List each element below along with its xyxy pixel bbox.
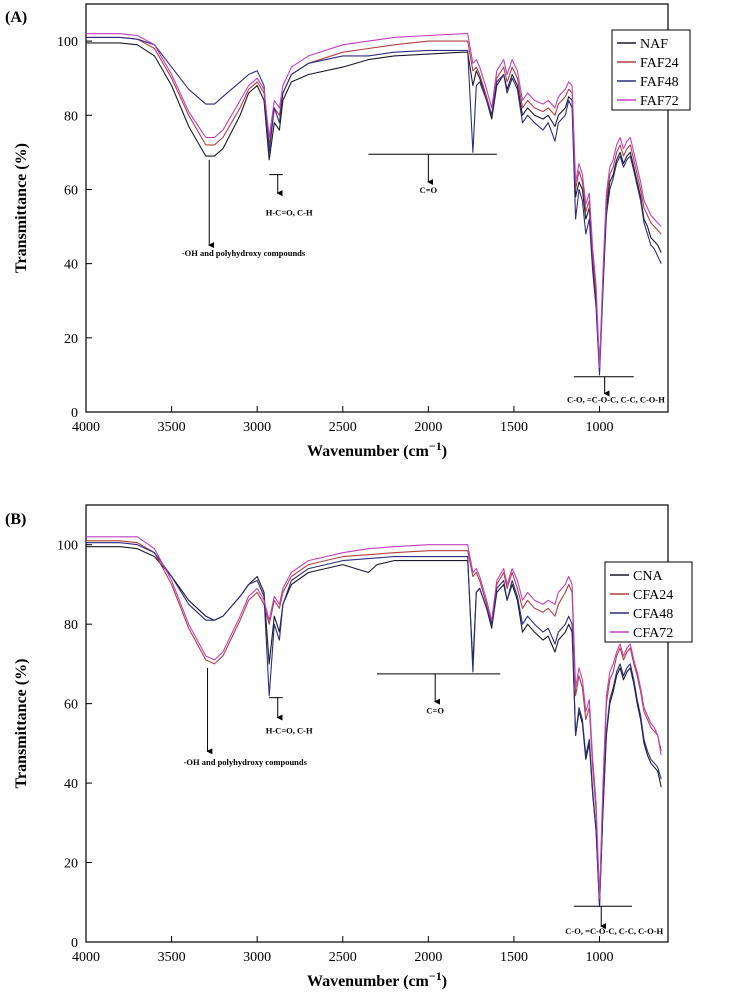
y-tick-label: 0 xyxy=(71,406,78,421)
y-tick-label: 0 xyxy=(71,936,78,951)
series-line-cfa24 xyxy=(86,540,662,903)
annotation-label: H-C=O, C-H xyxy=(266,725,313,735)
x-tick-label: 4000 xyxy=(72,950,100,965)
legend-label-naf: NAF xyxy=(640,37,668,52)
y-axis-title: Transmittance (%) xyxy=(13,659,30,789)
legend-label-cfa48: CFA48 xyxy=(633,607,673,622)
series-line-faf24 xyxy=(86,36,662,372)
series-line-cfa72 xyxy=(86,536,662,899)
x-tick-label: 3000 xyxy=(243,420,271,435)
legend-label-faf24: FAF24 xyxy=(640,56,679,71)
annotation-label: C=O xyxy=(426,706,444,716)
panel-label: (B) xyxy=(5,511,26,528)
y-tick-label: 60 xyxy=(64,698,78,713)
series-line-cna xyxy=(86,546,662,907)
x-tick-label: 3500 xyxy=(158,950,186,965)
y-axis-title: Transmittance (%) xyxy=(13,143,30,273)
y-tick-label: 100 xyxy=(57,539,78,554)
x-tick-label: 2500 xyxy=(329,420,357,435)
chart-panel-a: (A) 0 20 40 60 80 100 4000 3500 3000 2500 2000 1500 1… xyxy=(5,3,691,460)
x-tick-label: 2000 xyxy=(414,950,442,965)
annotation-1: -OH and polyhydroxy compounds xyxy=(182,159,306,258)
x-tick-label: 1000 xyxy=(586,950,614,965)
plot-frame xyxy=(85,504,669,943)
annotation-2: H-C=O, C-H xyxy=(266,697,313,735)
series-line-faf48 xyxy=(86,36,662,376)
x-tick-label: 1500 xyxy=(500,420,528,435)
annotation-4: C-O, =C-O-C, C-C, C-O-H xyxy=(567,376,665,405)
annotation-label: C=O xyxy=(420,185,438,195)
annotation-label: H-C=O, C-H xyxy=(266,207,313,217)
y-tick-label: 80 xyxy=(64,109,78,124)
y-tick-label: 80 xyxy=(64,618,78,633)
x-tick-label: 3500 xyxy=(158,420,186,435)
annotation-1: -OH and polyhydroxy compounds xyxy=(184,667,308,767)
x-tick-label: 2500 xyxy=(329,950,357,965)
y-tick-label: 40 xyxy=(64,777,78,792)
legend-label-faf72: FAF72 xyxy=(640,94,679,109)
x-tick-label: 2000 xyxy=(414,420,442,435)
panel-label: (A) xyxy=(5,9,27,26)
series-line-faf72 xyxy=(86,33,662,369)
plot-frame xyxy=(85,3,669,413)
chart-panel-b: (B) 0 20 40 60 80 100 4000 3500 3000 2500 2000 1500 1… xyxy=(5,504,693,990)
annotation-label: C-O, =C-O-C, C-C, C-O-H xyxy=(567,395,665,405)
x-tick-label: 3000 xyxy=(243,950,271,965)
y-tick-label: 20 xyxy=(64,857,78,872)
legend-label-faf48: FAF48 xyxy=(640,75,679,90)
legend: NAF FAF24 FAF48 FAF72 xyxy=(611,29,691,111)
x-tick-label: 4000 xyxy=(72,420,100,435)
x-axis-title: Wavenumber (cm−1) xyxy=(307,439,447,460)
annotation-label: -OH and polyhydroxy compounds xyxy=(184,757,308,767)
y-tick-label: 40 xyxy=(64,258,78,273)
legend-label-cna: CNA xyxy=(633,569,663,584)
annotation-3: C=O xyxy=(377,673,501,716)
annotation-3: C=O xyxy=(368,153,497,195)
legend-label-cfa72: CFA72 xyxy=(633,626,673,641)
y-tick-label: 20 xyxy=(64,332,78,347)
y-tick-label: 60 xyxy=(64,183,78,198)
series-line-naf xyxy=(86,42,662,369)
x-tick-label: 1000 xyxy=(586,420,614,435)
x-tick-label: 1500 xyxy=(500,950,528,965)
annotation-2: H-C=O, C-H xyxy=(266,174,313,217)
y-tick-label: 100 xyxy=(57,35,78,50)
legend: CNA CFA24 CFA48 CFA72 xyxy=(604,561,693,643)
annotation-4: C-O, =C-O-C, C-C, C-O-H xyxy=(565,905,664,936)
annotation-label: -OH and polyhydroxy compounds xyxy=(182,248,306,258)
x-axis-title: Wavenumber (cm−1) xyxy=(307,969,447,990)
legend-label-cfa24: CFA24 xyxy=(633,588,673,603)
annotation-label: C-O, =C-O-C, C-C, C-O-H xyxy=(565,926,663,936)
series-line-cfa48 xyxy=(86,542,662,907)
